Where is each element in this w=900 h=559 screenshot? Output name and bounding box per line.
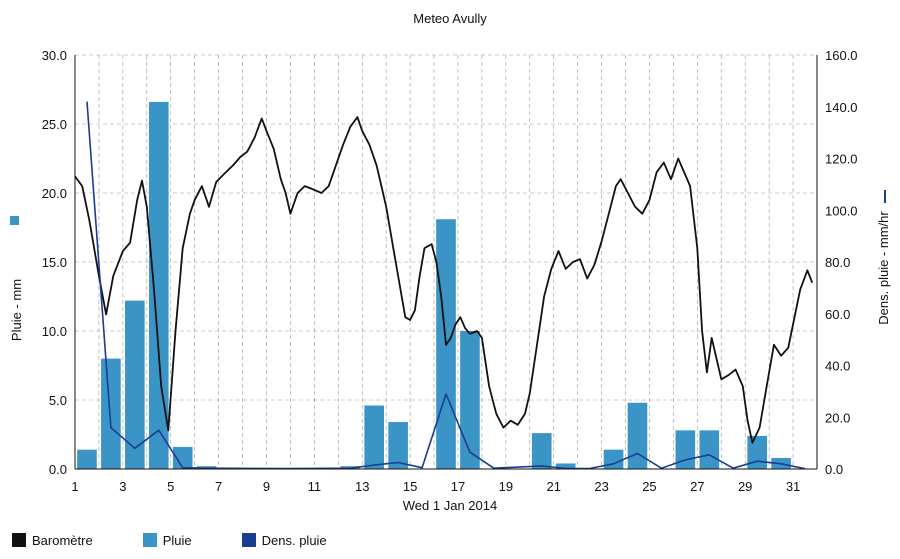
rain-bar (388, 422, 408, 469)
rain-bar (747, 435, 767, 469)
x-tick-label: 1 (71, 479, 78, 494)
legend-label-barometre: Baromètre (32, 532, 93, 548)
x-tick-label: 25 (642, 479, 656, 494)
x-axis-label: Wed 1 Jan 2014 (403, 498, 497, 513)
y-right-tick-label: 100.0 (825, 203, 858, 218)
x-tick-label: 3 (119, 479, 126, 494)
legend-label-pluie: Pluie (162, 532, 192, 548)
barometer-line (74, 116, 814, 444)
legend-label-dens-pluie: Dens. pluie (261, 532, 327, 548)
legend: Baromètre Pluie Dens. pluie (12, 530, 377, 550)
left-axis-marker (10, 216, 19, 225)
rain-bar (531, 433, 552, 469)
y-right-tick-label: 60.0 (825, 307, 850, 322)
y-right-tick-label: 40.0 (825, 359, 850, 374)
y-right-tick-label: 0.0 (825, 462, 843, 477)
legend-item-barometre: Baromètre (12, 533, 93, 548)
rain-bar (460, 331, 480, 469)
x-tick-label: 15 (403, 479, 417, 494)
x-tick-label: 13 (355, 479, 369, 494)
x-tick-labels: 1 3 5 7 9 11 13 15 17 19 21 23 25 27 29 31 (71, 479, 800, 494)
x-tick-label: 7 (215, 479, 222, 494)
rain-bars (77, 101, 791, 470)
rain-bar (627, 402, 648, 469)
x-tick-label: 17 (451, 479, 465, 494)
x-tick-label: 23 (594, 479, 608, 494)
x-tick-label: 29 (738, 479, 752, 494)
rain-bar (125, 300, 145, 469)
legend-item-dens-pluie: Dens. pluie (241, 532, 327, 548)
x-tick-label: 21 (546, 479, 560, 494)
y-left-tick-label: 5.0 (49, 393, 67, 408)
y-right-tick-label: 20.0 (825, 410, 850, 425)
chart-title: Meteo Avully (413, 11, 487, 26)
y-right-tick-label: 160.0 (825, 48, 858, 63)
y-left-tick-label: 10.0 (42, 324, 67, 339)
x-tick-label: 5 (167, 479, 174, 494)
y-left-tick-labels: 0.0 5.0 10.0 15.0 20.0 25.0 30.0 (42, 48, 67, 477)
series-lines (74, 101, 814, 470)
y-right-tick-label: 120.0 (825, 152, 858, 167)
legend-swatch-barometre (12, 533, 26, 547)
rain-bar (148, 101, 169, 470)
rain-bar (364, 405, 385, 469)
rain-bar (77, 449, 97, 469)
rain-bar (699, 430, 720, 469)
x-tick-label: 11 (308, 479, 322, 494)
y-left-tick-label: 30.0 (42, 48, 67, 63)
legend-swatch-pluie (142, 533, 157, 547)
legend-item-pluie: Pluie (142, 532, 192, 548)
rain-bar (172, 446, 193, 469)
y-left-tick-label: 15.0 (42, 255, 67, 270)
y-right-tick-labels: 0.0 20.0 40.0 60.0 80.0 100.0 120.0 140.0 160.0 (825, 48, 858, 477)
y-left-axis-label: Pluie - mm (9, 279, 24, 341)
legend-swatch-dens-pluie (241, 533, 256, 547)
rain-bar (101, 358, 121, 469)
x-tick-label: 19 (499, 479, 513, 494)
rain-bar (675, 430, 696, 469)
y-right-tick-label: 140.0 (825, 100, 858, 115)
rain-bar (555, 463, 576, 469)
y-left-tick-label: 25.0 (42, 117, 67, 132)
rain-density-line (86, 101, 806, 470)
x-tick-label: 27 (690, 479, 704, 494)
rain-bar (603, 449, 624, 469)
y-right-tick-label: 80.0 (825, 255, 850, 270)
y-left-tick-label: 20.0 (42, 186, 67, 201)
y-left-tick-label: 0.0 (49, 462, 67, 477)
axes (74, 55, 818, 470)
x-tick-label: 9 (263, 479, 270, 494)
y-right-axis-label: Dens. pluie - mm/hr (876, 211, 891, 325)
x-tick-label: 31 (786, 479, 800, 494)
